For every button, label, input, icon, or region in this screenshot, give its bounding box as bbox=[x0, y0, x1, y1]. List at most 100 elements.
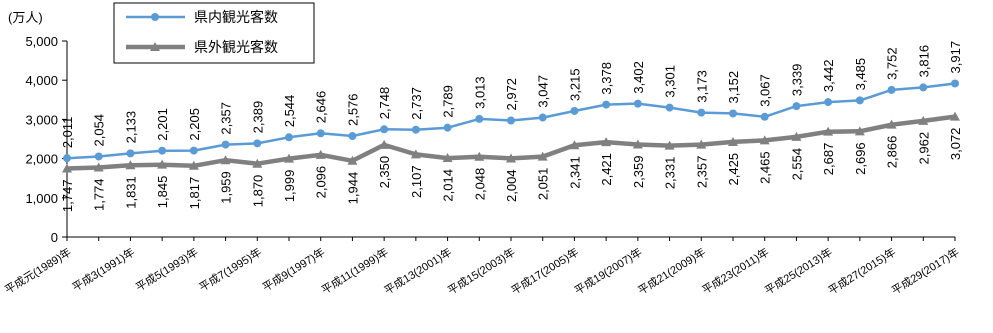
series-1-point bbox=[570, 106, 579, 115]
series-1-point bbox=[443, 123, 452, 132]
series-1-data-label: 2,201 bbox=[155, 108, 170, 141]
series-1-point bbox=[94, 152, 103, 161]
y-tick-label: 3,000 bbox=[25, 112, 58, 127]
series-2-point bbox=[347, 155, 358, 165]
series-1-data-label: 3,067 bbox=[758, 74, 773, 107]
series-2-data-label: 1,774 bbox=[92, 178, 107, 211]
series-1-point bbox=[253, 139, 262, 148]
series-2-data-label: 2,341 bbox=[567, 156, 582, 189]
x-tick-label: 平成19(2007)年 bbox=[572, 245, 645, 298]
y-tick-label: 4,000 bbox=[25, 73, 58, 88]
series-2-point bbox=[410, 149, 421, 159]
series-2-data-label: 2,331 bbox=[663, 157, 678, 190]
series-2-point bbox=[601, 137, 612, 147]
series-1-point bbox=[158, 146, 167, 155]
series-2-point bbox=[252, 158, 263, 168]
y-tick-label: 1,000 bbox=[25, 191, 58, 206]
legend-marker-triangle bbox=[150, 42, 160, 51]
series-1-point bbox=[951, 79, 959, 88]
series-1-point bbox=[792, 102, 801, 111]
series-1-point bbox=[316, 129, 325, 138]
series-2-data-label: 2,107 bbox=[409, 165, 424, 198]
series-2-point bbox=[379, 139, 390, 149]
series-1-data-label: 3,402 bbox=[631, 61, 646, 94]
series-1-point bbox=[507, 116, 515, 125]
series-1-data-label: 3,752 bbox=[885, 47, 900, 80]
series-1-data-label: 2,789 bbox=[441, 85, 456, 118]
series-1-data-label: 2,389 bbox=[250, 101, 265, 134]
series-2-point bbox=[632, 139, 643, 149]
x-tick-label: 平成11(1999)年 bbox=[319, 245, 391, 297]
x-tick-label: 平成29(2017)年 bbox=[889, 245, 962, 298]
series-1-data-label: 3,047 bbox=[536, 75, 551, 108]
series-1-point bbox=[538, 113, 547, 122]
series-1-data-label: 2,357 bbox=[219, 102, 234, 135]
x-tick-label: 平成21(2009)年 bbox=[635, 245, 708, 298]
x-tick-label: 平成15(2003)年 bbox=[445, 245, 518, 298]
x-tick-label: 平成13(2001)年 bbox=[381, 245, 454, 298]
series-1-point bbox=[475, 114, 484, 123]
series-2-data-label: 3,072 bbox=[948, 128, 963, 161]
series-1-point bbox=[189, 146, 198, 155]
legend-marker-circle bbox=[151, 13, 159, 21]
series-2-data-label: 2,866 bbox=[885, 136, 900, 169]
series-2-point bbox=[664, 140, 675, 150]
series-2-point bbox=[537, 151, 548, 161]
series-2-point bbox=[506, 153, 516, 163]
series-2-data-label: 1,817 bbox=[187, 177, 202, 210]
x-tick-label: 平成元(1989)年 bbox=[2, 245, 74, 297]
series-1-point bbox=[633, 99, 642, 108]
series-2-data-label: 1,747 bbox=[60, 180, 75, 213]
series-2-data-label: 2,465 bbox=[758, 151, 773, 184]
series-1-data-label: 2,054 bbox=[92, 114, 107, 147]
x-tick-label: 平成27(2015)年 bbox=[825, 245, 898, 298]
series-2-point bbox=[157, 159, 168, 169]
y-tick-label: 2,000 bbox=[25, 152, 58, 167]
legend-label-2: 県外観光客数 bbox=[194, 39, 278, 55]
series-1-point bbox=[919, 83, 928, 92]
series-1-data-label: 3,917 bbox=[948, 41, 963, 74]
series-1-data-label: 2,011 bbox=[60, 117, 75, 149]
series-2-point bbox=[854, 126, 865, 136]
series-2-data-label: 2,421 bbox=[599, 153, 614, 186]
series-2-data-label: 2,048 bbox=[472, 168, 487, 201]
series-2-data-label: 2,696 bbox=[853, 142, 868, 175]
series-2-point bbox=[791, 131, 802, 141]
series-1-data-label: 3,152 bbox=[726, 71, 741, 104]
series-2-point bbox=[284, 153, 294, 163]
series-1-point bbox=[697, 108, 706, 117]
x-tick-label: 平成9(1997)年 bbox=[260, 245, 328, 294]
series-2-point bbox=[696, 139, 707, 149]
y-tick-label: 0 bbox=[51, 230, 58, 245]
series-2-data-label: 2,004 bbox=[504, 169, 519, 202]
series-2-point bbox=[474, 151, 485, 161]
series-1-data-label: 2,748 bbox=[377, 87, 392, 120]
series-2-data-label: 1,870 bbox=[250, 175, 265, 208]
series-2-point bbox=[188, 160, 199, 170]
series-1-data-label: 3,215 bbox=[567, 68, 582, 101]
series-1-data-label: 3,485 bbox=[853, 58, 868, 91]
series-2-point bbox=[886, 119, 897, 129]
series-1-data-label: 2,133 bbox=[123, 111, 138, 144]
series-2-point bbox=[442, 153, 453, 163]
series-1-point bbox=[221, 140, 230, 149]
series-1-point bbox=[602, 100, 611, 109]
series-1-point bbox=[411, 125, 420, 134]
plot-area: 0 1,000 2,000 3,000 4,000 5,000 平成元(1989)年平成3(… bbox=[2, 2, 963, 298]
series-1-data-label: 3,816 bbox=[916, 45, 931, 78]
series-2-data-label: 2,051 bbox=[536, 168, 551, 201]
series-1-point bbox=[824, 98, 833, 107]
legend-box bbox=[113, 2, 315, 64]
series-1-data-label: 3,442 bbox=[821, 60, 836, 93]
series-1-point bbox=[63, 154, 71, 163]
series-1-data-label: 3,301 bbox=[663, 65, 678, 98]
y-tick-label: 5,000 bbox=[25, 34, 58, 49]
series-1-point bbox=[729, 109, 737, 118]
series-2-point bbox=[950, 111, 960, 121]
series-1-data-label: 2,544 bbox=[282, 95, 297, 128]
series-2-point bbox=[93, 162, 104, 172]
series-1-data-label: 2,576 bbox=[345, 93, 360, 126]
series-1-point bbox=[380, 125, 389, 134]
